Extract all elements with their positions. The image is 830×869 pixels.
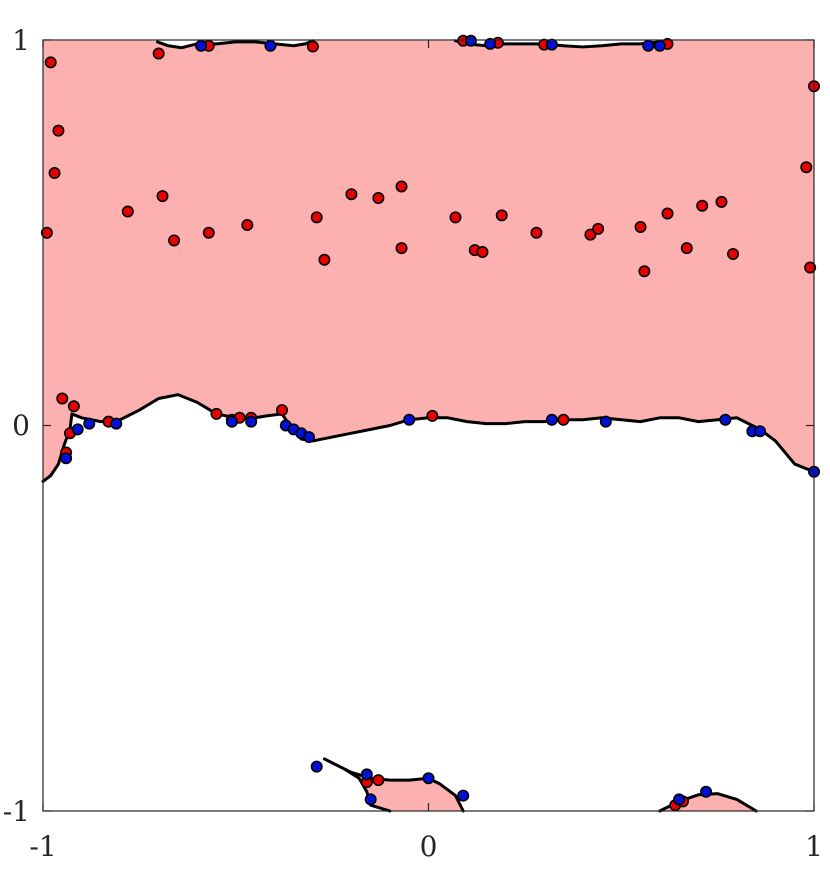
red-point-40 <box>67 400 80 413</box>
region-fill-1 <box>324 758 464 811</box>
y-tick-label-mid: 0 <box>12 409 30 442</box>
blue-point-7 <box>60 452 73 465</box>
blue-point-0 <box>195 39 208 52</box>
red-point-21 <box>476 246 489 259</box>
red-point-36 <box>800 161 813 174</box>
red-point-24 <box>530 226 543 239</box>
red-point-49 <box>426 409 439 422</box>
y-axis-ticks: 1 0 -1 <box>3 24 30 828</box>
red-point-10 <box>202 226 215 239</box>
blue-point-17 <box>403 413 416 426</box>
blue-point-2 <box>464 34 477 47</box>
red-point-0 <box>44 56 57 69</box>
x-tick-label-mid: 0 <box>420 830 438 863</box>
red-point-1 <box>52 124 65 137</box>
shaded-regions <box>41 39 816 813</box>
red-point-32 <box>680 242 693 255</box>
red-point-33 <box>696 199 709 212</box>
red-point-35 <box>727 247 740 260</box>
red-point-17 <box>395 242 408 255</box>
red-point-7 <box>121 205 134 218</box>
red-point-34 <box>715 195 728 208</box>
red-point-2 <box>48 166 61 179</box>
red-point-29 <box>638 265 651 278</box>
red-point-52 <box>372 774 385 787</box>
red-point-15 <box>372 192 385 205</box>
blue-point-22 <box>754 425 767 438</box>
x-tick-label-min: -1 <box>29 830 56 863</box>
red-point-30 <box>661 207 674 220</box>
red-point-44 <box>210 407 223 420</box>
blue-point-10 <box>110 417 123 430</box>
blue-point-28 <box>457 789 470 802</box>
x-axis-ticks: -1 0 1 <box>29 830 823 863</box>
red-point-11 <box>241 219 254 232</box>
blue-point-25 <box>360 768 373 781</box>
red-point-48 <box>276 404 289 417</box>
blue-point-8 <box>71 423 84 436</box>
blue-point-19 <box>599 415 612 428</box>
red-point-16 <box>395 180 408 193</box>
red-point-8 <box>156 190 169 203</box>
blue-point-30 <box>700 785 713 798</box>
red-point-14 <box>345 188 358 201</box>
red-point-27 <box>592 222 605 235</box>
red-point-12 <box>310 211 323 224</box>
blue-point-3 <box>484 37 497 50</box>
red-point-50 <box>557 413 570 426</box>
y-tick-label-min: -1 <box>3 795 30 828</box>
data-points <box>40 34 820 812</box>
blue-point-9 <box>83 417 96 430</box>
blue-point-24 <box>310 760 323 773</box>
red-point-26 <box>584 228 597 241</box>
red-point-6 <box>306 40 319 53</box>
blue-point-27 <box>422 772 435 785</box>
red-point-3 <box>40 226 53 239</box>
x-tick-label-max: 1 <box>805 830 823 863</box>
red-point-23 <box>495 209 508 222</box>
blue-point-26 <box>364 793 377 806</box>
red-point-18 <box>449 211 462 224</box>
blue-point-20 <box>719 413 732 426</box>
y-tick-label-max: 1 <box>12 24 30 57</box>
blue-point-29 <box>673 793 686 806</box>
region-fill-0 <box>43 40 814 482</box>
blue-point-4 <box>545 38 558 51</box>
blue-point-6 <box>653 39 666 52</box>
blue-point-5 <box>642 39 655 52</box>
red-point-39 <box>56 392 69 405</box>
blue-point-18 <box>545 413 558 426</box>
blue-point-1 <box>264 39 277 52</box>
red-point-4 <box>152 47 165 60</box>
axes <box>42 39 815 812</box>
blue-point-12 <box>245 415 258 428</box>
red-point-13 <box>318 253 331 266</box>
red-point-37 <box>804 261 817 274</box>
blue-point-16 <box>302 431 315 444</box>
blue-point-11 <box>225 415 238 428</box>
red-point-9 <box>168 234 181 247</box>
red-point-28 <box>634 220 647 233</box>
